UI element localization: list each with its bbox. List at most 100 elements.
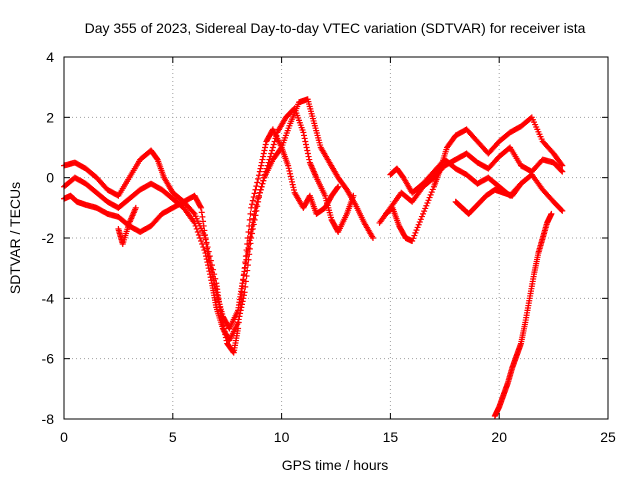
data-point	[240, 292, 247, 299]
x-tick-label: 10	[274, 429, 290, 445]
data-point	[258, 162, 265, 169]
data-point	[204, 250, 211, 257]
data-point	[208, 269, 215, 276]
data-point	[291, 187, 298, 194]
chart-title: Day 355 of 2023, Sidereal Day-to-day VTE…	[85, 20, 586, 36]
data-point	[253, 201, 260, 208]
data-point	[249, 197, 256, 204]
data-point	[421, 208, 428, 215]
data-point	[251, 212, 258, 219]
data-point	[198, 209, 205, 216]
series-2	[61, 105, 357, 344]
data-point	[287, 173, 294, 180]
data-point	[301, 135, 308, 142]
data-point	[559, 207, 566, 214]
data-point	[285, 162, 292, 169]
data-point	[256, 168, 263, 175]
data-point	[256, 189, 263, 196]
data-point	[206, 257, 213, 264]
data-point	[420, 210, 427, 217]
data-point	[302, 138, 309, 145]
data-point	[235, 319, 242, 326]
x-axis-label: GPS time / hours	[282, 457, 389, 473]
data-point	[193, 225, 200, 232]
data-point	[244, 248, 251, 255]
data-point	[212, 285, 219, 292]
data-point	[268, 150, 275, 157]
data-point	[245, 244, 252, 251]
x-tick-label: 15	[383, 429, 399, 445]
data-point	[194, 228, 201, 235]
data-point	[425, 197, 432, 204]
data-point	[153, 155, 160, 162]
data-point	[247, 230, 254, 237]
axis-ticks: 0 5 10 15 20 25 -8 -6 -4 -2 0 2 4	[42, 49, 616, 445]
data-point	[255, 175, 262, 182]
x-tick-label: 25	[600, 429, 616, 445]
data-point	[414, 224, 421, 231]
data-point	[242, 260, 249, 267]
series-9	[491, 210, 555, 419]
data-point	[250, 215, 257, 222]
data-point	[301, 132, 308, 139]
data-point	[253, 183, 260, 190]
data-point	[289, 181, 296, 188]
data-point	[559, 168, 566, 175]
data-point	[417, 216, 424, 223]
data-point	[286, 168, 293, 175]
data-point	[423, 202, 430, 209]
data-point	[334, 184, 341, 191]
data-point	[208, 265, 215, 272]
data-point	[240, 295, 247, 302]
data-point	[200, 218, 207, 225]
data-point	[199, 213, 206, 220]
data-point	[517, 181, 524, 188]
data-point	[202, 236, 209, 243]
data-point	[305, 153, 312, 160]
data-point	[388, 205, 395, 212]
data-point	[241, 268, 248, 275]
data-point	[236, 313, 243, 320]
data-point	[252, 204, 259, 211]
data-point	[428, 189, 435, 196]
data-point	[303, 144, 310, 151]
data-point	[243, 273, 250, 280]
data-point	[418, 213, 425, 220]
data-point	[255, 195, 262, 202]
data-point	[411, 232, 418, 239]
data-point	[248, 226, 255, 233]
x-tick-label: 0	[60, 429, 68, 445]
data-point	[201, 227, 208, 234]
data-point	[558, 167, 565, 174]
data-point	[210, 277, 217, 284]
data-point	[416, 219, 423, 226]
data-point	[245, 241, 252, 248]
y-axis-label: SDTVAR / TECUs	[7, 182, 23, 294]
data-point	[202, 231, 209, 238]
data-point	[247, 233, 254, 240]
data-point	[412, 229, 419, 236]
data-point	[429, 186, 436, 193]
data-point	[255, 192, 262, 199]
data-point	[290, 184, 297, 191]
grid-lines	[64, 57, 608, 419]
data-point	[260, 177, 267, 184]
data-point	[243, 256, 250, 263]
data-point	[270, 141, 277, 148]
data-point	[271, 138, 278, 145]
data-point	[304, 147, 311, 154]
data-point	[277, 145, 284, 152]
data-point	[258, 159, 265, 166]
data-point	[259, 156, 266, 163]
data-point	[259, 180, 266, 187]
data-point	[427, 191, 434, 198]
data-point	[302, 141, 309, 148]
data-point	[335, 183, 342, 190]
data-point	[558, 161, 565, 168]
data-point	[209, 273, 216, 280]
data-point	[288, 176, 295, 183]
data-point	[269, 147, 276, 154]
data-point	[267, 153, 274, 160]
data-point	[244, 252, 251, 259]
